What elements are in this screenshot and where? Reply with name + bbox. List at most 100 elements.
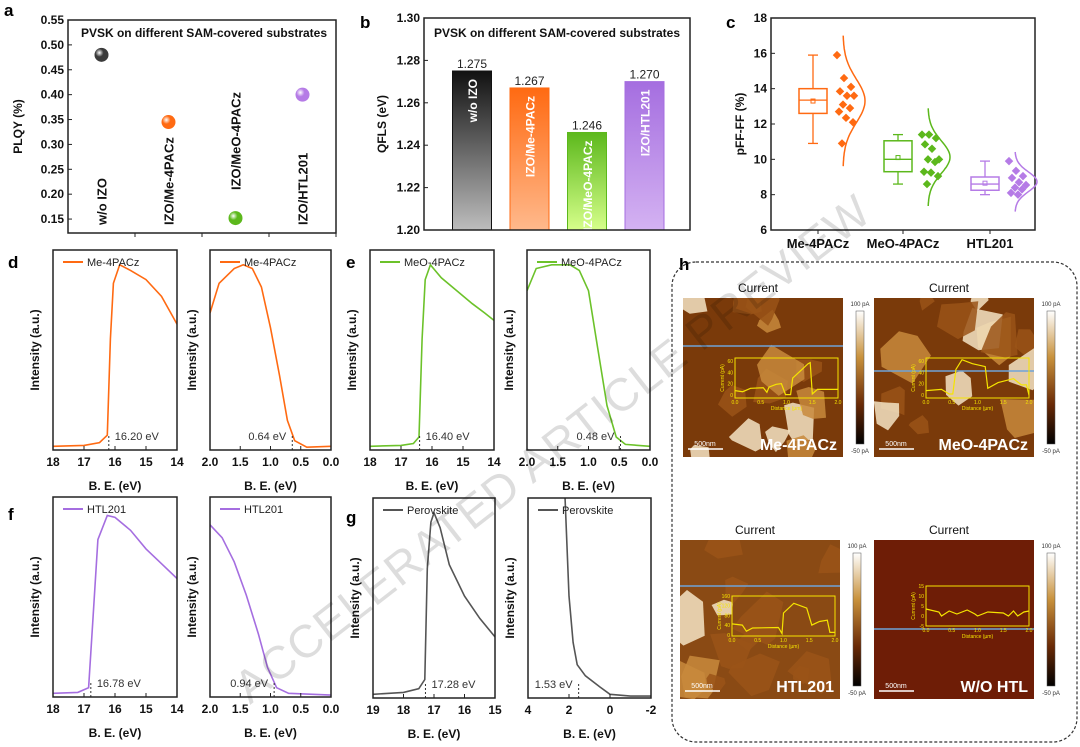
profile-y-tick: 0 (921, 614, 924, 620)
data-point (1007, 173, 1017, 183)
x-tick-label: 1.5 (549, 455, 566, 469)
profile-x-tick: 0.0 (732, 400, 739, 406)
data-point (923, 155, 933, 164)
y-tick-label: 12 (754, 117, 768, 131)
x-tick-label: 1.0 (580, 455, 597, 469)
y-tick-label: 0.45 (41, 63, 65, 77)
data-point (926, 168, 936, 177)
panel-d1: Me-4PACz 16.20 eV 18 17 16 15 14 B. E. (eV) Inte… (8, 249, 184, 493)
profile-x-tick: 1.5 (1000, 400, 1007, 406)
legend-label: MeO-4PACz (561, 257, 622, 269)
data-point (1018, 171, 1028, 181)
panel-label: d (8, 253, 18, 272)
scale-bar-label: 500nm (885, 683, 907, 690)
chart-title: PVSK on different SAM-covered substrates (434, 26, 680, 40)
profile-x-label: Distance (µm) (768, 644, 800, 650)
afm-map: Current -5 0 5 10 15 0.0 0.5 1.0 1.5 2.0 Distance (… (874, 523, 1061, 699)
data-point (845, 103, 855, 113)
box-plot (798, 35, 866, 167)
grain (725, 576, 749, 604)
x-axis-label: B. E. (eV) (408, 727, 461, 741)
y-tick-label: 1.26 (397, 96, 421, 110)
panel-d2: Me-4PACz 0.64 eV 2.0 1.5 1.0 0.5 0.0 B. E. (eV)… (185, 249, 340, 493)
profile-x-tick: 0.0 (923, 628, 930, 634)
profile-frame (925, 357, 1030, 399)
dashed-frame (671, 261, 1078, 743)
grain (745, 298, 780, 326)
y-tick-label: 0.50 (41, 38, 65, 52)
grain (1014, 329, 1034, 355)
x-tick-label: 0.0 (323, 702, 340, 716)
onset-annotation: 1.53 eV (535, 679, 574, 691)
profile-x-tick: 0.0 (729, 638, 736, 644)
grain (908, 415, 929, 435)
map-title: Current (929, 523, 970, 537)
bar (452, 70, 492, 231)
profile-x-tick: 0.5 (754, 638, 761, 644)
profile-y-label: Current (pA) (911, 364, 917, 392)
x-axis-label: B. E. (eV) (406, 479, 459, 493)
y-axis-label: Intensity (a.u.) (348, 557, 362, 638)
afm-map: Current 0 40 80 120 160 0.0 0.5 1.0 1.5 2.0 Distanc… (680, 523, 867, 699)
grain (980, 312, 1018, 358)
map-title: Current (735, 523, 776, 537)
scale-bar-label: 500nm (885, 441, 907, 448)
grain (786, 435, 817, 457)
grain (728, 418, 763, 452)
profile-line (731, 602, 835, 636)
x-tick-label: 0.5 (611, 455, 628, 469)
panel-label: e (346, 253, 355, 272)
colorbar-max-label: 100 pA (847, 544, 866, 550)
data-label: 1.267 (514, 74, 544, 88)
y-axis-label: Intensity (a.u.) (502, 309, 516, 390)
y-tick-label: 0.35 (41, 113, 65, 127)
x-tick-label: 17 (427, 703, 441, 717)
x-tick-label: 15 (139, 455, 153, 469)
grain (728, 653, 780, 697)
y-axis-label: Intensity (a.u.) (28, 556, 42, 637)
x-axis-label: B. E. (eV) (244, 479, 297, 493)
colorbar (1046, 310, 1056, 445)
onset-annotation: 0.94 eV (230, 678, 269, 690)
y-tick-label: 8 (760, 188, 767, 202)
sample-label: HTL201 (776, 679, 834, 696)
profile-y-tick: 15 (918, 584, 924, 590)
x-tick-label: 16 (458, 703, 472, 717)
colorbar (855, 310, 865, 445)
profile-x-tick: 1.0 (780, 638, 787, 644)
x-tick-label: 0.5 (292, 702, 309, 716)
grain (937, 301, 979, 340)
legend-label: HTL201 (87, 504, 126, 516)
distribution-curve (927, 108, 951, 207)
x-tick-label: 17 (394, 455, 408, 469)
data-label: 1.246 (572, 118, 602, 132)
profile-x-tick: 1.0 (783, 400, 790, 406)
x-axis-label: B. E. (eV) (562, 479, 615, 493)
x-tick-label: 14 (170, 455, 184, 469)
x-tick-label: 0.0 (323, 455, 340, 469)
data-point (841, 113, 851, 123)
bar (624, 81, 665, 231)
profile-y-label: Current (pA) (720, 364, 726, 392)
panel-f2: HTL201 0.94 eV 2.0 1.5 1.0 0.5 0.0 B. E. (eV) In… (185, 496, 340, 740)
x-tick-label: 17 (77, 455, 91, 469)
profile-x-tick: 0.0 (923, 400, 930, 406)
profile-y-label: Current (pA) (911, 592, 917, 620)
box-plot (970, 151, 1038, 212)
x-tick-label: 18 (46, 702, 60, 716)
legend-label: HTL201 (244, 504, 283, 516)
onset-annotation: 0.64 eV (248, 431, 287, 443)
x-tick-label: 4 (525, 703, 532, 717)
profile-y-tick: 160 (722, 594, 731, 600)
spectrum-line (53, 263, 177, 448)
profile-y-tick: 0 (730, 393, 733, 399)
afm-map: Current 0 20 40 60 0.0 0.5 1.0 1.5 2.0 Distance (µ… (874, 281, 1061, 457)
panel-label: g (346, 508, 356, 527)
profile-y-tick: 40 (724, 623, 730, 629)
y-axis-label: Intensity (a.u.) (345, 309, 359, 390)
profile-x-tick: 2.0 (835, 400, 842, 406)
profile-x-tick: 1.0 (974, 628, 981, 634)
x-tick-label: 2 (566, 703, 573, 717)
category-label: IZO/MeO-4PACz (229, 92, 244, 190)
current-map-image (874, 540, 1034, 699)
